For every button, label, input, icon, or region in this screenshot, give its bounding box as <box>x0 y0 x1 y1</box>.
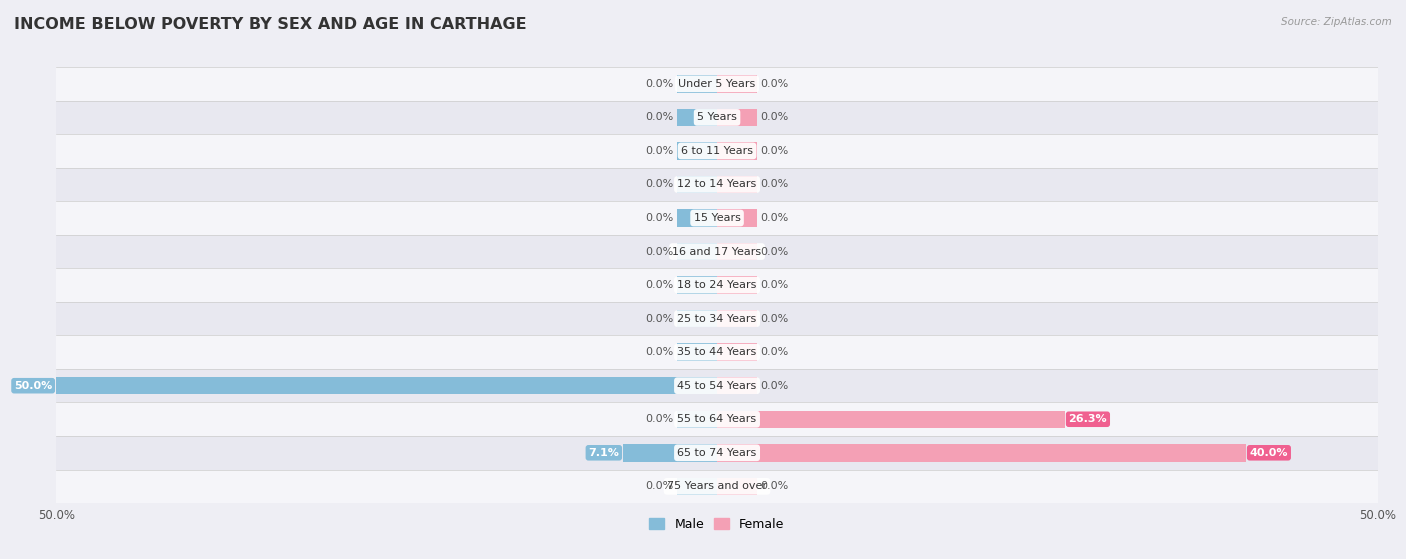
Text: 0.0%: 0.0% <box>761 314 789 324</box>
Bar <box>717 243 756 260</box>
Text: 5 Years: 5 Years <box>697 112 737 122</box>
Bar <box>56 134 1378 168</box>
Text: 0.0%: 0.0% <box>645 414 673 424</box>
Text: 0.0%: 0.0% <box>645 213 673 223</box>
Bar <box>56 201 1378 235</box>
Text: INCOME BELOW POVERTY BY SEX AND AGE IN CARTHAGE: INCOME BELOW POVERTY BY SEX AND AGE IN C… <box>14 17 527 32</box>
Text: 12 to 14 Years: 12 to 14 Years <box>678 179 756 190</box>
Bar <box>717 343 756 361</box>
Bar <box>717 75 756 93</box>
Text: 15 Years: 15 Years <box>693 213 741 223</box>
Text: Source: ZipAtlas.com: Source: ZipAtlas.com <box>1281 17 1392 27</box>
Text: 0.0%: 0.0% <box>645 280 673 290</box>
Bar <box>678 209 717 227</box>
Bar <box>717 276 756 294</box>
Text: 0.0%: 0.0% <box>761 280 789 290</box>
Text: 0.0%: 0.0% <box>645 79 673 89</box>
Bar <box>623 444 717 462</box>
Text: 0.0%: 0.0% <box>761 247 789 257</box>
Text: 75 Years and over: 75 Years and over <box>666 481 768 491</box>
Text: 0.0%: 0.0% <box>761 112 789 122</box>
Text: 65 to 74 Years: 65 to 74 Years <box>678 448 756 458</box>
Bar <box>678 477 717 495</box>
Text: 0.0%: 0.0% <box>761 381 789 391</box>
Text: 35 to 44 Years: 35 to 44 Years <box>678 347 756 357</box>
Bar <box>56 302 1378 335</box>
Text: 0.0%: 0.0% <box>645 179 673 190</box>
Text: 45 to 54 Years: 45 to 54 Years <box>678 381 756 391</box>
Text: 7.1%: 7.1% <box>588 448 619 458</box>
Text: 26.3%: 26.3% <box>1069 414 1108 424</box>
Text: 0.0%: 0.0% <box>761 347 789 357</box>
Bar <box>56 470 1378 503</box>
Text: 18 to 24 Years: 18 to 24 Years <box>678 280 756 290</box>
Bar <box>56 101 1378 134</box>
Text: 0.0%: 0.0% <box>645 112 673 122</box>
Legend: Male, Female: Male, Female <box>644 513 790 536</box>
Text: 0.0%: 0.0% <box>761 213 789 223</box>
Bar <box>678 276 717 294</box>
Text: 16 and 17 Years: 16 and 17 Years <box>672 247 762 257</box>
Text: 0.0%: 0.0% <box>645 347 673 357</box>
Bar <box>717 310 756 328</box>
Bar <box>717 444 1246 462</box>
Bar <box>56 436 1378 470</box>
Bar <box>678 410 717 428</box>
Bar <box>678 310 717 328</box>
Bar <box>717 377 756 395</box>
Bar <box>56 402 1378 436</box>
Bar <box>717 142 756 160</box>
Text: 0.0%: 0.0% <box>761 146 789 156</box>
Bar <box>56 377 717 395</box>
Bar <box>678 142 717 160</box>
Text: 0.0%: 0.0% <box>645 247 673 257</box>
Bar <box>56 168 1378 201</box>
Bar <box>717 209 756 227</box>
Bar <box>56 268 1378 302</box>
Text: 0.0%: 0.0% <box>761 481 789 491</box>
Text: 6 to 11 Years: 6 to 11 Years <box>681 146 754 156</box>
Bar <box>717 108 756 126</box>
Bar <box>678 243 717 260</box>
Text: Under 5 Years: Under 5 Years <box>679 79 755 89</box>
Text: 0.0%: 0.0% <box>645 314 673 324</box>
Text: 0.0%: 0.0% <box>761 179 789 190</box>
Text: 0.0%: 0.0% <box>761 79 789 89</box>
Text: 0.0%: 0.0% <box>645 481 673 491</box>
Bar <box>678 108 717 126</box>
Text: 25 to 34 Years: 25 to 34 Years <box>678 314 756 324</box>
Bar <box>678 343 717 361</box>
Bar <box>56 235 1378 268</box>
Text: 55 to 64 Years: 55 to 64 Years <box>678 414 756 424</box>
Text: 50.0%: 50.0% <box>14 381 52 391</box>
Bar <box>678 75 717 93</box>
Bar <box>678 176 717 193</box>
Text: 40.0%: 40.0% <box>1250 448 1288 458</box>
Bar <box>717 176 756 193</box>
Bar <box>56 67 1378 101</box>
Bar <box>717 410 1064 428</box>
Bar <box>56 335 1378 369</box>
Bar <box>717 477 756 495</box>
Bar <box>56 369 1378 402</box>
Text: 0.0%: 0.0% <box>645 146 673 156</box>
